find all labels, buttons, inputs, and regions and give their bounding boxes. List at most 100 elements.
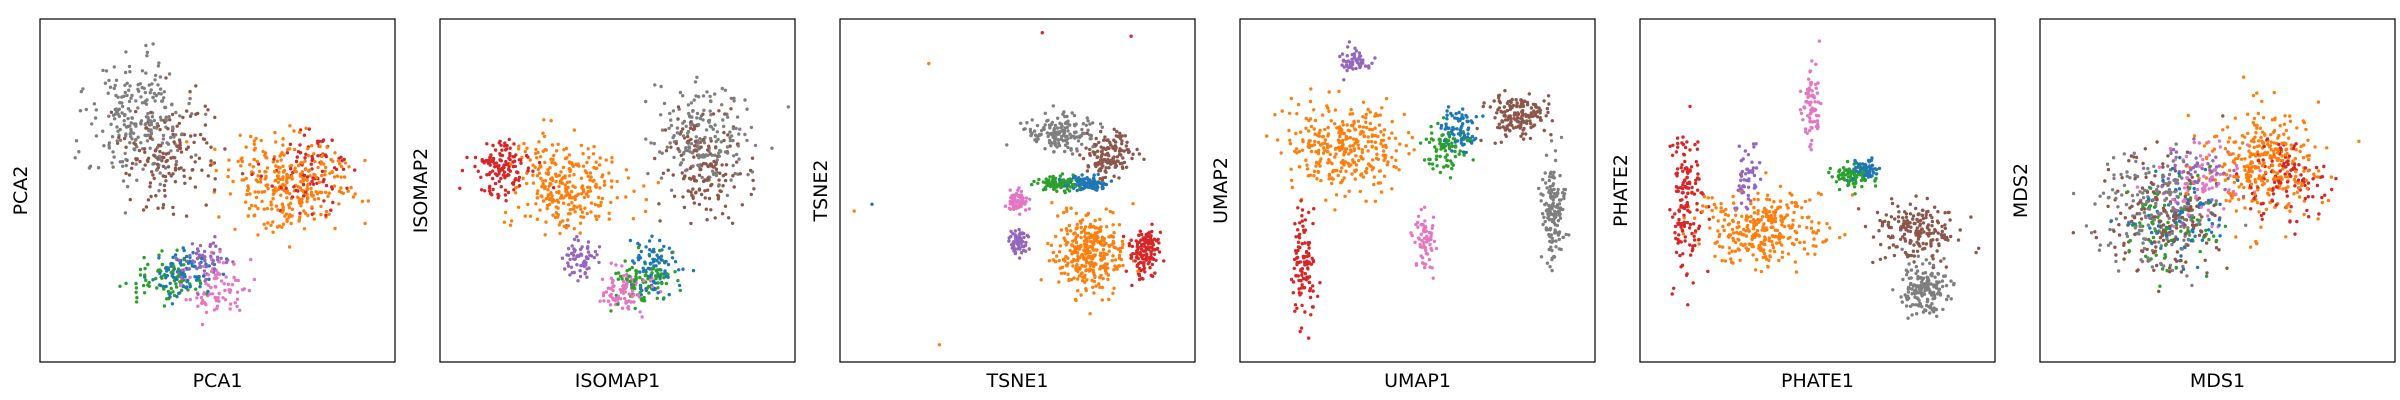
- scatter-point: [127, 88, 131, 92]
- scatter-point: [1082, 229, 1086, 233]
- scatter-point: [1733, 249, 1738, 253]
- scatter-point: [1018, 212, 1022, 216]
- scatter-point: [1307, 260, 1311, 264]
- scatter-point: [1336, 173, 1340, 178]
- scatter-point: [1352, 56, 1357, 60]
- scatter-point: [275, 159, 280, 163]
- scatter-point: [240, 156, 244, 160]
- scatter-point: [636, 245, 641, 250]
- scatter-point: [1442, 139, 1447, 143]
- scatter-point: [579, 207, 583, 211]
- scatter-point: [1683, 239, 1687, 243]
- scatter-point: [1096, 235, 1100, 240]
- scatter-point: [595, 166, 599, 170]
- scatter-point: [1562, 192, 1567, 196]
- scatter-point: [557, 184, 561, 189]
- scatter-point: [1102, 239, 1106, 243]
- scatter-point: [1153, 271, 1157, 275]
- scatter-point: [186, 278, 190, 282]
- scatter-point: [169, 156, 173, 160]
- scatter-point: [1394, 149, 1399, 153]
- scatter-point: [327, 212, 331, 216]
- scatter-point: [1060, 172, 1065, 176]
- scatter-point: [1288, 111, 1292, 116]
- scatter-point: [1092, 173, 1096, 177]
- scatter-point: [143, 90, 148, 95]
- scatter-point: [1116, 247, 1121, 251]
- scatter-point: [554, 149, 559, 153]
- scatter-point: [281, 143, 285, 147]
- scatter-point: [1047, 259, 1052, 263]
- scatter-point: [264, 183, 268, 188]
- scatter-point: [304, 152, 308, 156]
- scatter-point: [1081, 122, 1086, 126]
- scatter-point: [115, 139, 120, 143]
- scatter-point: [1550, 240, 1554, 244]
- scatter-point: [648, 267, 652, 271]
- scatter-point: [621, 279, 626, 284]
- scatter-point: [1297, 236, 1302, 240]
- scatter-point: [629, 300, 633, 304]
- scatter-point: [1135, 242, 1140, 246]
- scatter-point: [1550, 203, 1554, 207]
- scatter-point: [708, 109, 712, 113]
- scatter-point: [1700, 191, 1704, 195]
- scatter-point: [561, 165, 566, 170]
- scatter-point: [1921, 208, 1925, 212]
- scatter-point: [299, 204, 303, 208]
- scatter-point: [1100, 298, 1105, 302]
- scatter-point: [1344, 63, 1349, 67]
- scatter-point: [673, 260, 678, 264]
- scatter-point: [1065, 187, 1070, 191]
- scatter-point: [1293, 309, 1297, 313]
- scatter-point: [620, 306, 625, 310]
- scatter-point: [554, 179, 558, 184]
- scatter-point: [175, 124, 179, 128]
- scatter-point: [133, 142, 138, 147]
- scatter-point: [636, 258, 641, 262]
- scatter-point: [1308, 99, 1313, 104]
- scatter-point: [689, 221, 693, 226]
- scatter-point: [316, 165, 320, 170]
- scatter-point: [155, 286, 159, 290]
- scatter-point: [188, 253, 192, 258]
- scatter-point: [337, 189, 342, 193]
- scatter-point: [101, 129, 105, 133]
- scatter-point: [748, 168, 753, 173]
- scatter-point: [502, 220, 507, 224]
- scatter-point: [1059, 228, 1064, 232]
- scatter-point: [215, 255, 220, 259]
- scatter-point: [162, 304, 167, 308]
- scatter-point: [1111, 291, 1115, 295]
- scatter-point: [281, 183, 285, 187]
- scatter-point: [654, 264, 658, 268]
- scatter-point: [1113, 264, 1117, 268]
- scatter-point: [1386, 160, 1390, 164]
- scatter-point: [663, 128, 668, 132]
- scatter-point: [196, 292, 200, 296]
- scatter-point: [693, 80, 698, 84]
- scatter-point: [171, 212, 176, 216]
- scatter-point: [1707, 217, 1712, 221]
- scatter-point: [1949, 234, 1953, 239]
- scatter-point: [1082, 180, 1086, 184]
- scatter-point: [1312, 108, 1316, 112]
- scatter-point: [1147, 247, 1151, 252]
- scatter-point: [123, 70, 128, 75]
- scatter-point: [1551, 198, 1555, 202]
- scatter-point: [666, 272, 670, 277]
- scatter-point: [671, 109, 676, 113]
- scatter-point: [1550, 188, 1554, 192]
- scatter-point: [1557, 231, 1561, 236]
- scatter-point: [1345, 68, 1349, 73]
- scatter-point: [1546, 228, 1550, 232]
- scatter-point: [1145, 254, 1149, 259]
- scatter-point: [1069, 278, 1074, 282]
- scatter-point: [188, 284, 192, 288]
- scatter-point: [1072, 134, 1076, 139]
- scatter-point: [624, 195, 628, 199]
- scatter-point: [196, 111, 200, 116]
- scatter-point: [556, 215, 560, 219]
- scatter-point: [253, 146, 257, 150]
- scatter-point: [540, 195, 544, 199]
